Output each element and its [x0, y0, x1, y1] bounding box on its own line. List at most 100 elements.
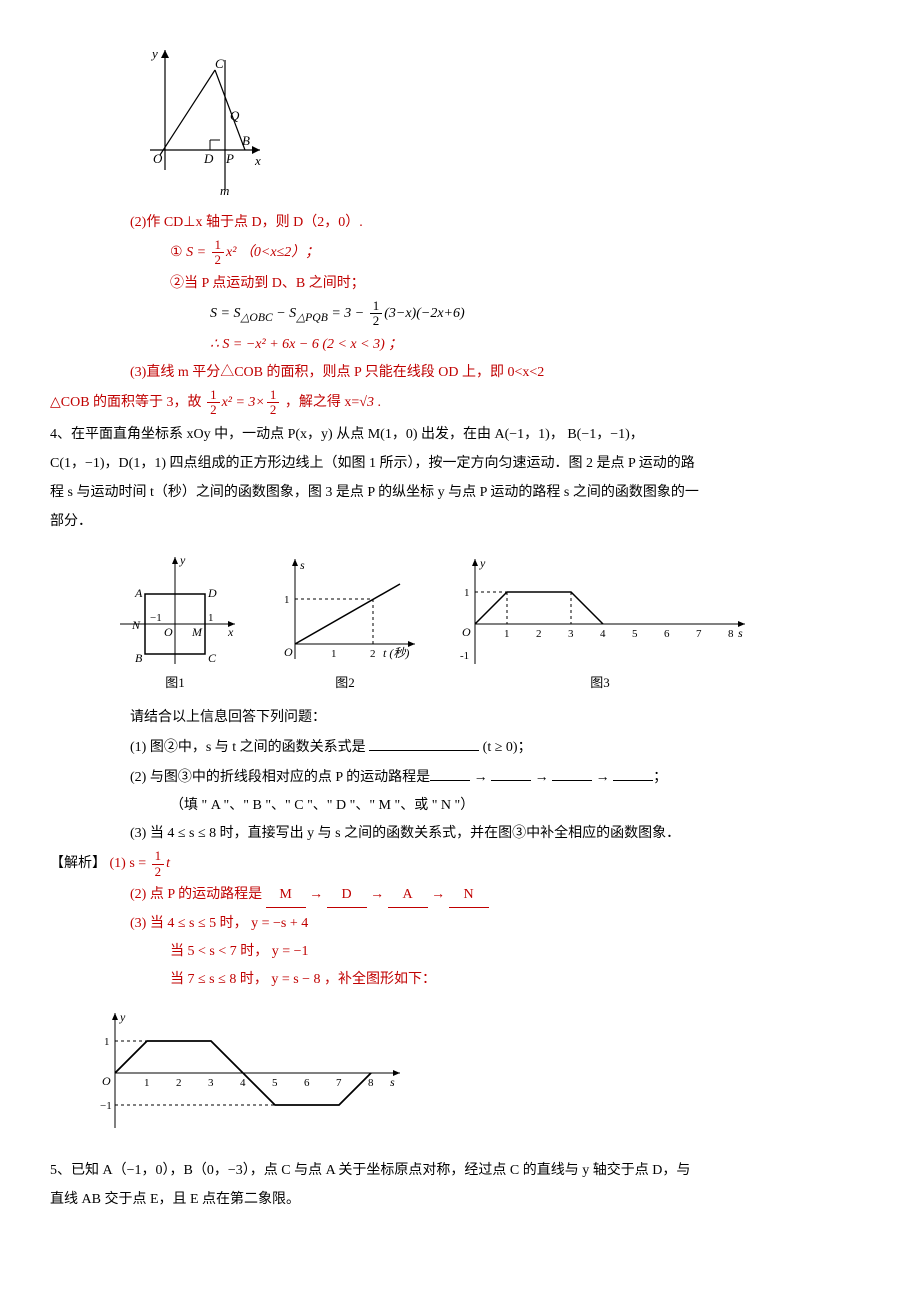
- fig3-label: 图3: [450, 671, 750, 694]
- fig2-box: s O 1 1 2 t (秒) 图2: [270, 549, 420, 694]
- a2-p4: N: [449, 882, 489, 908]
- l7-m1: x² = 3×: [222, 395, 265, 410]
- ls3b: s: [390, 1075, 395, 1089]
- svg-text:8: 8: [368, 1077, 374, 1089]
- svg-text:1: 1: [464, 587, 470, 599]
- svg-text:3: 3: [568, 628, 574, 640]
- frac-num: 1: [212, 238, 225, 253]
- fig1-box: A D N −1 O M 1 x B C y 图1: [110, 549, 240, 694]
- fig3-svg: y O 1 -1 1 2 3 4 5 6 7 8 s: [450, 549, 750, 669]
- lneg1: −1: [150, 612, 162, 624]
- svg-text:2: 2: [536, 628, 542, 640]
- p4-ask: 请结合以上信息回答下列问题：: [130, 705, 870, 730]
- lO: O: [164, 625, 173, 639]
- p4-intro2: C(1，−1)，D(1，1) 四点组成的正方形边线上（如图 1 所示），按一定方…: [50, 451, 870, 476]
- label-m: m: [220, 183, 229, 198]
- lO3b: O: [102, 1074, 111, 1088]
- lD: D: [207, 586, 217, 600]
- svg-text:1: 1: [504, 628, 510, 640]
- label-Q: Q: [230, 108, 240, 123]
- svg-text:7: 7: [696, 628, 702, 640]
- sol3-line1: (2)作 CD⊥x 轴于点 D，则 D（2，0）.: [130, 210, 870, 235]
- l4-sub1: △OBC: [240, 311, 272, 324]
- lC: C: [208, 651, 217, 665]
- p5-l2: 直线 AB 交于点 E，且 E 点在第二象限。: [50, 1187, 870, 1212]
- l1y: 1: [284, 594, 290, 606]
- svg-text:3: 3: [208, 1077, 214, 1089]
- blank: [552, 763, 592, 781]
- svg-text:1: 1: [104, 1036, 110, 1048]
- a2-p3: A: [388, 882, 428, 908]
- a2-pre: (2) 点 P 的运动路程是: [130, 887, 266, 902]
- sol3-line4: S = S△OBC − S△PQB = 3 − 12(3−x)(−2x+6): [210, 299, 870, 329]
- ly: y: [179, 553, 186, 567]
- a2-p1: M: [266, 882, 306, 908]
- p4-intro1: 4、在平面直角坐标系 xOy 中，一动点 P(x，y) 从点 M(1，0) 出发…: [50, 422, 870, 447]
- p4-a3-l2: 当 5 < s < 7 时， y = −1: [170, 939, 870, 964]
- lt: t (秒): [383, 646, 409, 660]
- svg-text:6: 6: [664, 628, 670, 640]
- ly3: y: [479, 556, 486, 570]
- label-O: O: [153, 151, 163, 166]
- l7-sqrt: √3: [359, 395, 374, 410]
- p4-intro4: 部分．: [50, 509, 870, 534]
- sol3-l2-pre: ①: [170, 245, 186, 260]
- l4-sub2: △PQB: [296, 311, 328, 324]
- frac-den: 2: [370, 314, 383, 328]
- fig1-label: 图1: [110, 671, 240, 694]
- lA: A: [134, 586, 143, 600]
- sol3-line2: ① S = 12x² （0<x≤2）；: [170, 238, 870, 268]
- q1-blank: [369, 733, 479, 751]
- p4-intro3: 程 s 与运动时间 t（秒）之间的函数图象，图 3 是点 P 的纵坐标 y 与点…: [50, 480, 870, 505]
- frac-den: 2: [212, 253, 225, 267]
- svg-text:5: 5: [632, 628, 638, 640]
- frac-den: 2: [152, 865, 165, 879]
- q1-pre: (1) 图②中，s 与 t 之间的函数关系式是: [130, 740, 366, 755]
- label-B: B: [242, 133, 250, 148]
- fig-top-svg: y x O C Q B D P m: [130, 40, 270, 200]
- frac-den: 2: [267, 403, 280, 417]
- l7-pre: △COB 的面积等于 3，故: [50, 395, 205, 410]
- svg-text:4: 4: [240, 1077, 246, 1089]
- ls: s: [300, 558, 305, 572]
- label-C: C: [215, 56, 224, 71]
- lM: M: [191, 625, 203, 639]
- svg-text:-1: -1: [460, 650, 469, 662]
- sol3-line6: (3)直线 m 平分△COB 的面积，则点 P 只能在线段 OD 上，即 0<x…: [130, 360, 870, 385]
- sol-label: 【解析】: [50, 856, 106, 871]
- frac-num: 1: [207, 388, 220, 403]
- fig3-full-svg: y O 1 −1 1 2 3 4 5 6 7 8 s: [90, 1003, 410, 1143]
- fig2-label: 图2: [270, 671, 420, 694]
- fig2-svg: s O 1 1 2 t (秒): [270, 549, 420, 669]
- lN: N: [131, 618, 141, 632]
- svg-text:1: 1: [144, 1077, 150, 1089]
- sol3-line7: △COB 的面积等于 3，故 12x² = 3×12 ，解之得 x=√3 .: [50, 388, 870, 418]
- sol3-l2-eq: S =: [186, 245, 209, 260]
- svg-text:8: 8: [728, 628, 734, 640]
- l4-mid: − S: [273, 306, 296, 321]
- blank: [613, 763, 653, 781]
- p4-sol: 【解析】 (1) s = 12t: [50, 849, 870, 879]
- p4-q3: (3) 当 4 ≤ s ≤ 8 时，直接写出 y 与 s 之间的函数关系式，并在…: [130, 821, 870, 846]
- p4-a2: (2) 点 P 的运动路程是 M → D → A → N: [130, 882, 870, 908]
- lO3: O: [462, 625, 471, 639]
- lO2: O: [284, 645, 293, 659]
- p4-diagrams: A D N −1 O M 1 x B C y 图1 s O 1 1 2: [110, 549, 870, 694]
- label-x: x: [254, 153, 261, 168]
- l1x: 1: [331, 648, 337, 660]
- p4-q1: (1) 图②中，s 与 t 之间的函数关系式是 (t ≥ 0)；: [130, 733, 870, 760]
- lB: B: [135, 651, 143, 665]
- a1-post: t: [166, 856, 170, 871]
- sol3-l2-post: x² （0<x≤2）；: [226, 245, 319, 260]
- a2-p2: D: [327, 882, 367, 908]
- l2x: 2: [370, 648, 376, 660]
- q1-post: (t ≥ 0)；: [483, 740, 532, 755]
- svg-text:7: 7: [336, 1077, 342, 1089]
- blank: [430, 763, 470, 781]
- frac-num: 1: [267, 388, 280, 403]
- p4-q2: (2) 与图③中的折线段相对应的点 P 的运动路程是 → → → ；: [130, 763, 870, 790]
- svg-text:−1: −1: [100, 1100, 112, 1112]
- p5-l1: 5、已知 A（−1，0），B（0，−3），点 C 与点 A 关于坐标原点对称，经…: [50, 1158, 870, 1183]
- l5: ∴ S = −x² + 6x − 6 (2 < x < 3) ；: [210, 337, 402, 352]
- frac-num: 1: [152, 849, 165, 864]
